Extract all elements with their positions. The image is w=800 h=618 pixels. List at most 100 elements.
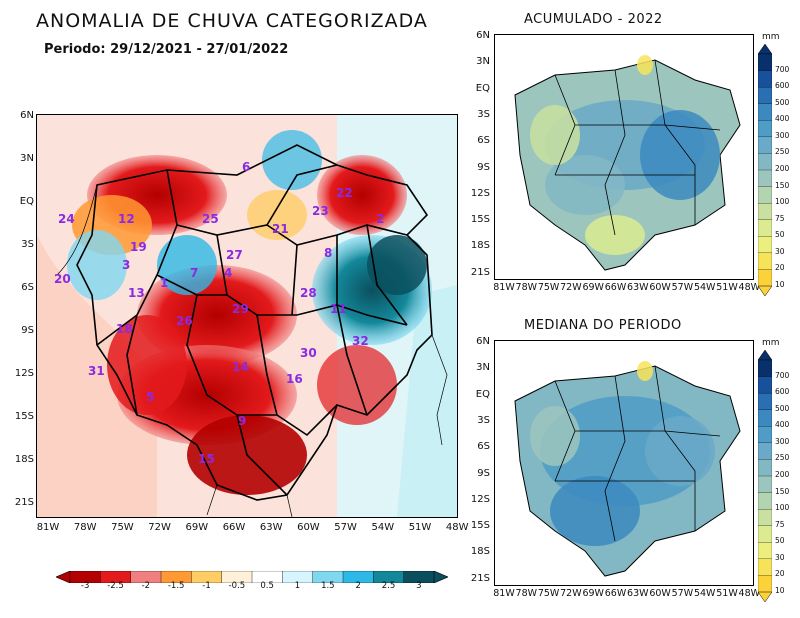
colorbar-label: 1.5 xyxy=(321,581,335,591)
colorbar-label: 150 xyxy=(775,486,790,496)
precip-field xyxy=(637,55,653,75)
region-number: 21 xyxy=(272,222,289,236)
small-lat-label: 18S xyxy=(470,546,490,558)
region-number: 20 xyxy=(54,272,71,286)
small-lat-label: 3N xyxy=(476,56,490,68)
small-lat-label: 6N xyxy=(476,336,490,347)
small-lon-label: 57W xyxy=(671,588,694,599)
small-lon-label: 75W xyxy=(537,282,560,293)
colorbar-label: 50 xyxy=(775,536,785,546)
anomaly-colorbar: -3 -2.5 -2 -1.5 -1 -0.5 0.5 1 1.5 2 2.5 3 xyxy=(55,568,449,598)
small-lon-label: 63W xyxy=(627,282,649,293)
colorbar-segment xyxy=(758,376,772,394)
colorbar-label: 1 xyxy=(294,581,301,591)
main-lat-label: 6N xyxy=(20,110,34,121)
small-map-accumulated: ACUMULADO - 2022 6N 3N EQ 3S 6S 9S 12S 15S 18S 21S… xyxy=(466,12,800,312)
region-number: 11 xyxy=(330,302,347,316)
small-lon-label: 57W xyxy=(671,282,694,293)
small-lon-label: 51W xyxy=(716,588,738,599)
small-lon-label: 54W xyxy=(693,588,716,599)
small-lon-label: 72W xyxy=(560,282,582,293)
small-map-frame xyxy=(494,340,754,586)
colorbar-label: 300 xyxy=(775,436,790,446)
region-number: 25 xyxy=(202,212,219,226)
colorbar-segment xyxy=(758,53,772,72)
small-lat-label: 9S xyxy=(477,467,490,479)
main-lon-label: 69W xyxy=(185,522,209,533)
small-lon-label: 78W xyxy=(515,588,538,599)
main-lat-label: 9S xyxy=(21,325,34,336)
region-number: 7 xyxy=(190,266,199,280)
small-lat-label: 3N xyxy=(476,362,490,374)
region-number: 31 xyxy=(88,364,105,378)
colorbar-segment xyxy=(758,153,772,171)
region-number: 9 xyxy=(238,414,247,428)
colorbar-label: 100 xyxy=(775,197,790,207)
main-lon-label: 60W xyxy=(297,522,320,533)
small-lon-label: 81W xyxy=(493,588,515,599)
region-number: 2 xyxy=(376,212,385,226)
colorbar-label: 500 xyxy=(775,403,790,413)
main-lon-label: 81W xyxy=(36,522,60,533)
small-lon-label: 69W xyxy=(582,588,604,599)
precip-field xyxy=(530,105,580,165)
colorbar-segment xyxy=(758,136,772,154)
colorbar-label: -3 xyxy=(80,581,90,591)
colorbar-label: 2 xyxy=(355,581,361,591)
small-lat-label: 12S xyxy=(470,187,490,199)
region-number: 24 xyxy=(58,212,75,226)
small-lon-label: 51W xyxy=(716,282,738,293)
colorbar-segment xyxy=(758,202,772,221)
colorbar-label: 700 xyxy=(775,370,790,380)
colorbar-segment xyxy=(758,120,772,138)
region-number: 8 xyxy=(324,246,333,260)
main-lat-label: 6S xyxy=(21,282,34,293)
colorbar-label: 200 xyxy=(775,164,790,173)
precip-colorbar xyxy=(758,44,772,296)
colorbar-left-arrow xyxy=(55,570,71,584)
colorbar-top-arrow xyxy=(758,350,772,361)
colorbar-bottom-arrow xyxy=(758,591,772,602)
main-lon-label: 54W xyxy=(371,522,395,533)
page-title: ANOMALIA DE CHUVA CATEGORIZADA xyxy=(36,10,428,32)
colorbar-label: 400 xyxy=(775,420,790,430)
region-number: 12 xyxy=(118,212,135,226)
main-lat-label: 21S xyxy=(14,497,34,508)
colorbar-label: 50 xyxy=(775,230,785,240)
small-lat-label: EQ xyxy=(475,388,490,400)
region-number: 13 xyxy=(128,286,145,300)
colorbar-label: 30 xyxy=(775,246,785,256)
colorbar-segment xyxy=(758,86,772,105)
colorbar-label: -1.5 xyxy=(167,581,185,591)
main-lon-label: 57W xyxy=(334,522,357,533)
small-lon-label: 66W xyxy=(604,282,627,293)
main-lon-label: 75W xyxy=(111,522,134,533)
region-number: 26 xyxy=(176,314,193,328)
small-lon-label: 66W xyxy=(604,588,627,599)
colorbar-segment xyxy=(758,475,772,494)
colorbar-label: 700 xyxy=(775,64,790,74)
colorbar-label: 20 xyxy=(775,263,785,273)
colorbar-label: 20 xyxy=(775,569,785,579)
colorbar-segment xyxy=(758,558,772,576)
main-lat-label: 3S xyxy=(21,239,34,250)
colorbar-label: 2.5 xyxy=(381,581,396,591)
small-lon-label: 69W xyxy=(582,282,604,293)
main-lon-label: 72W xyxy=(148,522,171,533)
region-number: 15 xyxy=(198,452,215,466)
region-number: 18 xyxy=(116,322,133,336)
small-map-frame xyxy=(494,34,754,280)
region-number: 32 xyxy=(352,334,369,348)
colorbar-label: 500 xyxy=(775,97,790,107)
colorbar-label: 250 xyxy=(775,453,790,463)
colorbar-segment xyxy=(758,508,772,527)
colorbar-segment xyxy=(758,103,772,121)
main-map xyxy=(36,114,458,518)
small-lon-label: 48W xyxy=(738,588,761,599)
precip-colorbar xyxy=(758,350,772,602)
small-map-median: MEDIANA DO PERIODO 6N 3N EQ 3S 6S 9S 12S 15S 18S 2… xyxy=(466,318,800,618)
region-number: 6 xyxy=(242,160,251,174)
colorbar-segment xyxy=(758,169,772,188)
colorbar-segment xyxy=(758,359,772,378)
colorbar-segment xyxy=(758,186,772,204)
